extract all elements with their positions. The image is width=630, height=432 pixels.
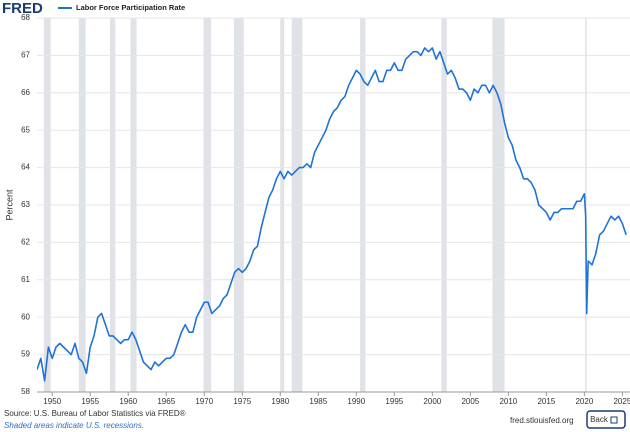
x-tick-label: 1995 — [385, 397, 403, 406]
y-tick-label: 60 — [21, 312, 30, 321]
back-button-frame[interactable] — [586, 410, 626, 429]
x-tick-label: 1990 — [347, 397, 365, 406]
x-tick-label: 1970 — [195, 397, 213, 406]
x-tick-label: 1985 — [309, 397, 327, 406]
y-tick-label: 59 — [21, 350, 30, 359]
back-icon[interactable] — [610, 416, 618, 424]
x-tick-label: 1960 — [119, 397, 137, 406]
axes: 58 59 60 61 62 63 64 65 66 67 68 1950 1955 1960 1965 19… — [21, 13, 630, 406]
lines — [37, 47, 627, 382]
x-tick-label: 2005 — [461, 397, 479, 406]
y-axis-title: Percent — [4, 189, 14, 221]
x-tick-label: 2000 — [423, 397, 441, 406]
x-tick-label: 2020 — [575, 397, 593, 406]
x-tick-label: 1950 — [43, 397, 61, 406]
data-line — [37, 47, 627, 382]
x-tick-label: 1980 — [271, 397, 289, 406]
y-tick-label: 62 — [21, 238, 30, 247]
x-tick-label: 2015 — [537, 397, 555, 406]
y-tick-label: 66 — [21, 88, 30, 97]
y-tick-label: 64 — [21, 163, 30, 172]
y-tick-label: 63 — [21, 200, 30, 209]
source: Source: U.S. Bureau of Labor Statistics … — [4, 409, 186, 418]
recession-note: Shaded areas indicate U.S. recessions. — [4, 421, 144, 430]
legend-label: Labor Force Participation Rate — [76, 3, 185, 12]
back-button-label[interactable]: Back — [590, 415, 609, 424]
y-tick-label: 58 — [21, 387, 30, 396]
y-tick-label: 65 — [21, 125, 30, 134]
site-url: fred.stlouisfed.org — [510, 416, 574, 425]
x-tick-label: 1965 — [157, 397, 175, 406]
logo: FRED — [2, 0, 43, 17]
y-tick-label: 61 — [21, 275, 30, 284]
x-tick-label: 2010 — [499, 397, 517, 406]
grid — [37, 17, 630, 393]
back-button[interactable]: Back — [586, 410, 626, 429]
y-tick-label: 67 — [21, 51, 30, 60]
x-tick-label: 1955 — [81, 397, 99, 406]
x-tick-label: 1975 — [233, 397, 251, 406]
x-tick-label: 2025 — [613, 397, 630, 406]
y-tick-label: 68 — [21, 13, 30, 22]
